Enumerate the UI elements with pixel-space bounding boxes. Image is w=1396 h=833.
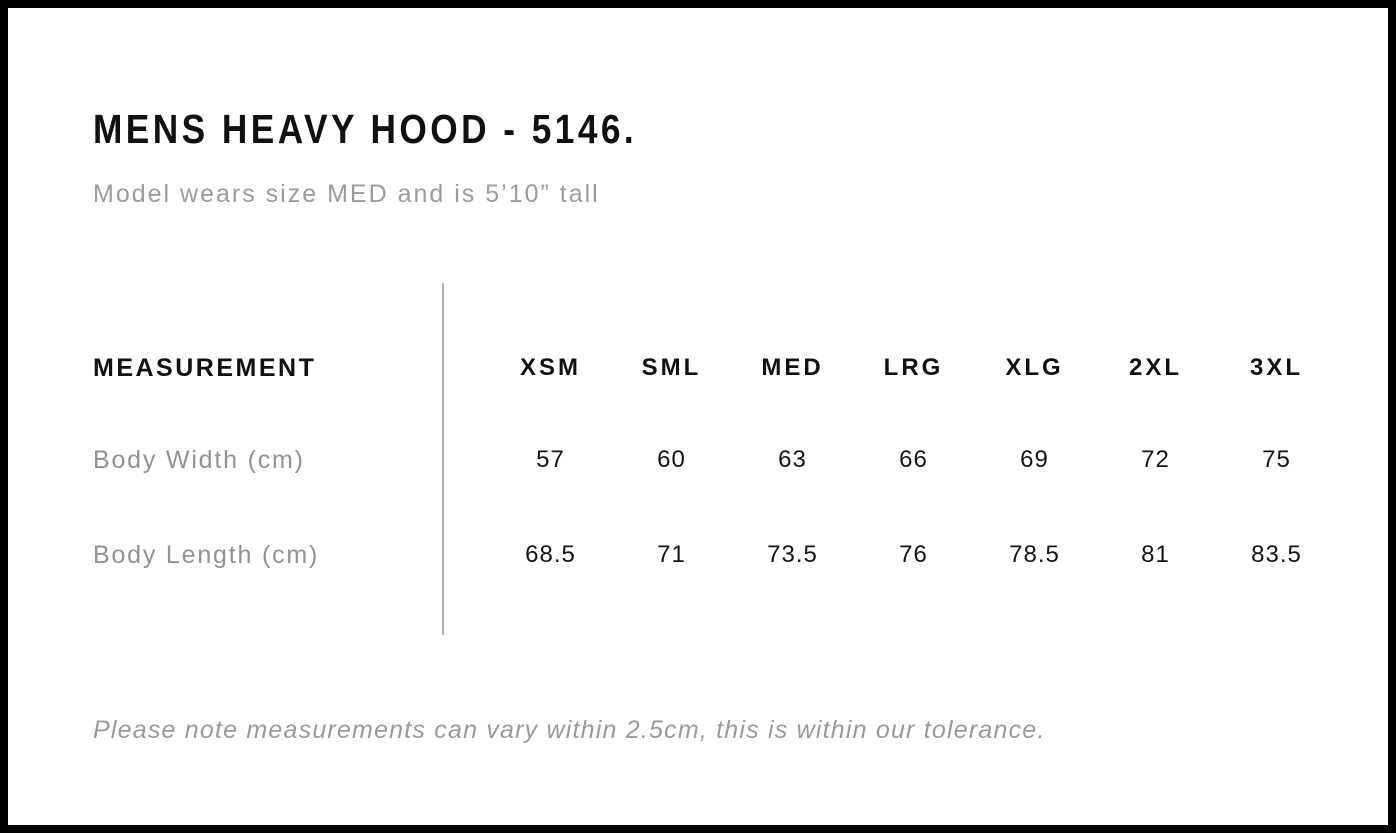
table-row-body-length: Body Length (cm) 68.5 71 73.5 76 78.5 81… (93, 535, 1337, 575)
size-value: 81 (1141, 541, 1170, 568)
size-chart-header-row: MEASUREMENT XSM SML MED LRG XLG 2XL 3XL (93, 348, 1337, 388)
size-column-header-sml: SML (641, 354, 702, 381)
column-divider (442, 283, 444, 635)
size-value: 73.5 (767, 541, 818, 568)
size-column-header-lrg: LRG (883, 354, 944, 381)
body-length-cells: 68.5 71 73.5 76 78.5 81 83.5 (442, 541, 1337, 569)
size-header-cells: XSM SML MED LRG XLG 2XL 3XL (442, 354, 1337, 382)
size-value: 69 (1020, 446, 1049, 473)
size-value: 78.5 (1009, 541, 1060, 568)
model-size-info: Model wears size MED and is 5’10” tall (93, 180, 600, 208)
size-value: 72 (1141, 446, 1170, 473)
table-row-body-width: Body Width (cm) 57 60 63 66 69 72 75 (93, 440, 1337, 480)
size-value: 57 (536, 446, 565, 473)
measurement-column-header: MEASUREMENT (93, 353, 317, 382)
row-label-body-width: Body Width (cm) (93, 445, 305, 474)
size-column-header-med: MED (761, 354, 824, 381)
size-value: 66 (899, 446, 928, 473)
size-value: 68.5 (525, 541, 576, 568)
size-column-header-2xl: 2XL (1128, 354, 1182, 381)
size-value: 76 (899, 541, 928, 568)
size-value: 71 (657, 541, 686, 568)
tolerance-note: Please note measurements can vary within… (93, 716, 1046, 744)
size-column-header-3xl: 3XL (1249, 354, 1303, 381)
size-column-header-xlg: XLG (1005, 354, 1064, 381)
body-width-cells: 57 60 63 66 69 72 75 (442, 446, 1337, 474)
size-value: 75 (1262, 446, 1291, 473)
size-value: 63 (778, 446, 807, 473)
size-value: 60 (657, 446, 686, 473)
size-column-header-xsm: XSM (519, 354, 581, 381)
size-value: 83.5 (1251, 541, 1302, 568)
page-title: MENS HEAVY HOOD - 5146. (93, 106, 638, 152)
size-chart-table: MEASUREMENT XSM SML MED LRG XLG 2XL 3XL … (93, 348, 1337, 575)
row-label-body-length: Body Length (cm) (93, 540, 320, 569)
